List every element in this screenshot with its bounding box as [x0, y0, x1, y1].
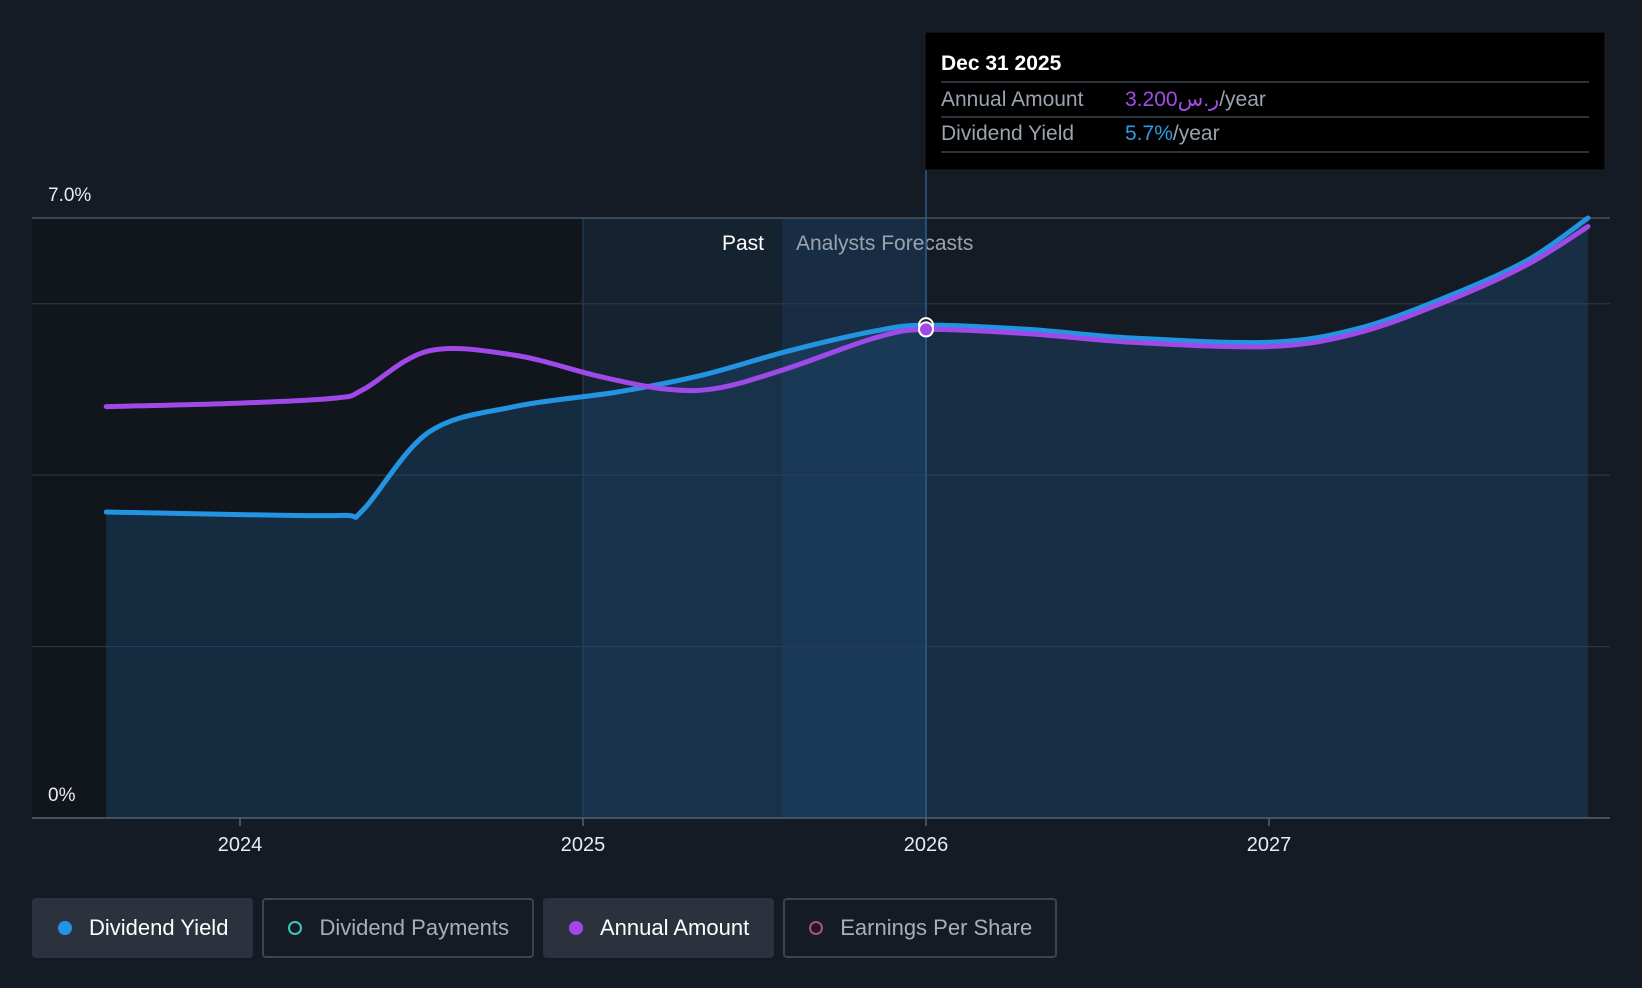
- legend-label-earnings-per-share: Earnings Per Share: [840, 915, 1033, 940]
- earnings-per-share-ring-icon: [809, 921, 824, 935]
- y-tick-label-top: 7.0%: [48, 185, 91, 206]
- tooltip-annual-amount-unit: /year: [1219, 88, 1266, 111]
- dividend-payments-ring-icon: [288, 921, 303, 935]
- tooltip-annual-amount-value: 3.200ر.س: [1125, 88, 1219, 111]
- legend-label-dividend-payments: Dividend Payments: [319, 915, 509, 940]
- dividend-yield-dot-icon: [58, 921, 72, 935]
- legend-label-annual-amount: Annual Amount: [599, 915, 750, 940]
- past-region: [583, 218, 782, 818]
- forecast-region-label: Analysts Forecasts: [796, 232, 973, 255]
- legend-item-annual-amount[interactable]: Annual Amount: [542, 898, 775, 958]
- x-tick-label: 2024: [218, 834, 263, 856]
- tooltip-dividend-yield-row: 5.7%/year: [1125, 122, 1220, 145]
- tooltip-dividend-yield-unit: /year: [1173, 122, 1220, 145]
- annual-amount-dot-icon: [568, 921, 583, 935]
- legend-item-dividend-payments[interactable]: Dividend Payments: [262, 898, 534, 958]
- legend-item-earnings-per-share[interactable]: Earnings Per Share: [783, 898, 1058, 958]
- tooltip: Dec 31 2025 Annual Amount 3.200ر.س/year …: [924, 31, 1606, 171]
- y-tick-label-bottom: 0%: [48, 785, 76, 806]
- legend-label-dividend-yield: Dividend Yield: [89, 915, 229, 940]
- dividend-yield-line[interactable]: [103, 215, 1591, 520]
- tooltip-date: Dec 31 2025: [941, 52, 1062, 75]
- annual-amount-marker[interactable]: [918, 321, 934, 338]
- tooltip-annual-amount-label: Annual Amount: [941, 88, 1084, 111]
- legend: Dividend Yield Dividend Payments Annual …: [32, 898, 1058, 958]
- tooltip-dividend-yield-value: 5.7%: [1125, 122, 1173, 145]
- tooltip-annual-amount-row: 3.200ر.س/year: [1125, 88, 1266, 111]
- legend-item-dividend-yield[interactable]: Dividend Yield: [32, 898, 254, 958]
- tooltip-dividend-yield-label: Dividend Yield: [941, 122, 1074, 145]
- x-tick-label: 2025: [561, 834, 606, 856]
- past-region-label: Past: [722, 232, 764, 255]
- x-tick-label: 2027: [1247, 834, 1292, 856]
- tooltip-box: [924, 31, 1606, 171]
- annual-amount-line[interactable]: [103, 224, 1591, 410]
- x-tick-label: 2026: [904, 834, 949, 856]
- forecast-highlight-region: [781, 218, 926, 818]
- dividend-yield-area: [106, 218, 1589, 818]
